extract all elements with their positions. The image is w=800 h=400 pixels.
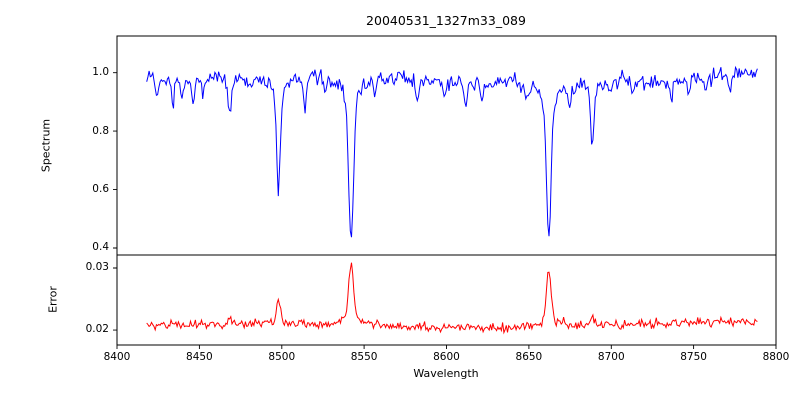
error-line bbox=[146, 262, 758, 335]
x-axis-label: Wavelength bbox=[413, 367, 479, 380]
y-tick-label: 0.8 bbox=[92, 125, 109, 137]
axis-ticks bbox=[113, 72, 777, 349]
x-tick-label: 8750 bbox=[680, 351, 707, 363]
chart-title: 20040531_1327m33_089 bbox=[366, 13, 526, 28]
x-tick-label: 8700 bbox=[597, 351, 625, 363]
y-tick-label: 0.4 bbox=[92, 241, 109, 253]
x-tick-label: 8400 bbox=[103, 351, 131, 363]
error-panel-border bbox=[116, 254, 777, 346]
spectrum-axis-label: Spectrum bbox=[39, 118, 53, 173]
y-tick-label: 0.02 bbox=[85, 323, 109, 335]
spectrum-panel-border bbox=[116, 35, 777, 256]
x-tick-label: 8800 bbox=[762, 351, 790, 363]
y-tick-label: 0.6 bbox=[92, 183, 109, 195]
x-tick-label: 8650 bbox=[515, 351, 543, 363]
y-tick-label: 0.03 bbox=[85, 261, 109, 273]
error-axis-label: Error bbox=[46, 286, 60, 313]
x-tick-label: 8550 bbox=[350, 351, 378, 363]
y-tick-label: 1.0 bbox=[92, 66, 109, 78]
x-tick-label: 8450 bbox=[186, 351, 213, 363]
x-tick-label: 8500 bbox=[268, 351, 296, 363]
spectrum-line bbox=[146, 65, 758, 238]
x-tick-label: 8600 bbox=[433, 351, 460, 363]
